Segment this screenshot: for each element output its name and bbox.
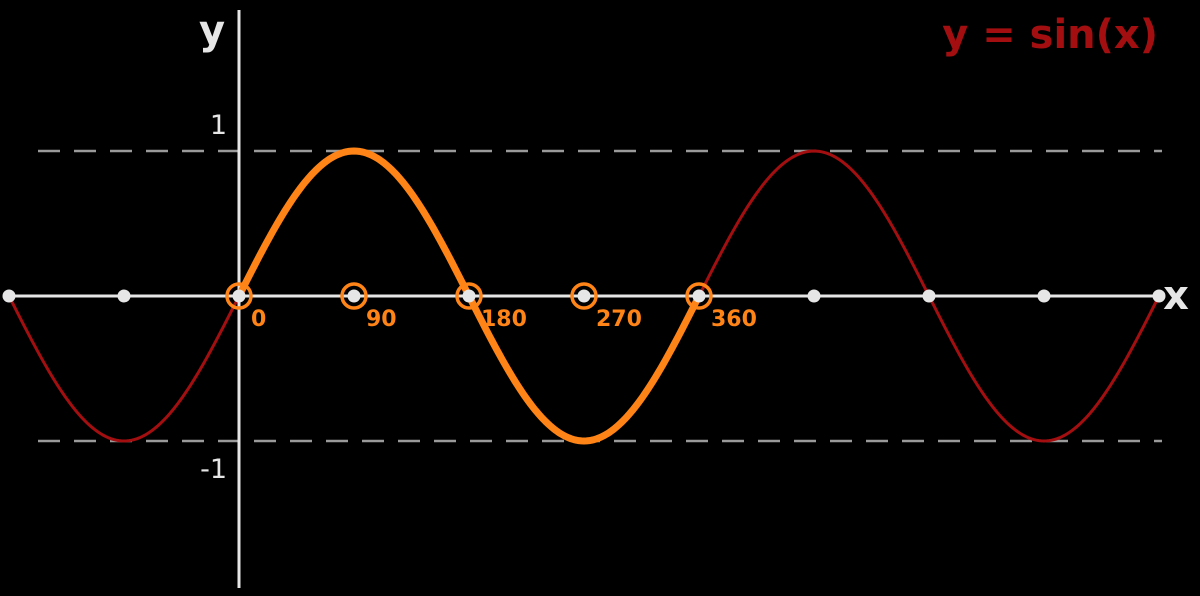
axis-point xyxy=(117,289,131,303)
axis-point xyxy=(1152,289,1166,303)
x-tick-label: 360 xyxy=(711,307,757,332)
axis-point xyxy=(577,289,591,303)
axis-point xyxy=(1037,289,1051,303)
highlight-rings xyxy=(225,282,713,310)
y-axis-label: y xyxy=(199,8,225,54)
axis-point xyxy=(2,289,16,303)
y-tick-label: -1 xyxy=(200,454,227,485)
x-tick-label: 180 xyxy=(481,307,527,332)
axis-point xyxy=(922,289,936,303)
chart-title: y = sin(x) xyxy=(942,12,1158,58)
highlight-point xyxy=(685,282,713,310)
x-axis-label: x xyxy=(1163,273,1189,319)
axis-point xyxy=(462,289,476,303)
x-tick-label: 90 xyxy=(366,307,397,332)
axis-point xyxy=(692,289,706,303)
y-tick-label: 1 xyxy=(210,110,227,141)
highlight-point xyxy=(225,282,253,310)
x-tick-label: 270 xyxy=(596,307,642,332)
highlight-point xyxy=(340,282,368,310)
tick-labels: 0 90 180 270 360 1 -1 xyxy=(200,110,757,485)
axis-point xyxy=(232,289,246,303)
x-tick-label: 0 xyxy=(251,307,266,332)
highlight-point xyxy=(570,282,598,310)
highlight-point xyxy=(455,282,483,310)
axis-point xyxy=(347,289,361,303)
axis-points xyxy=(2,289,1166,303)
axis-point xyxy=(807,289,821,303)
